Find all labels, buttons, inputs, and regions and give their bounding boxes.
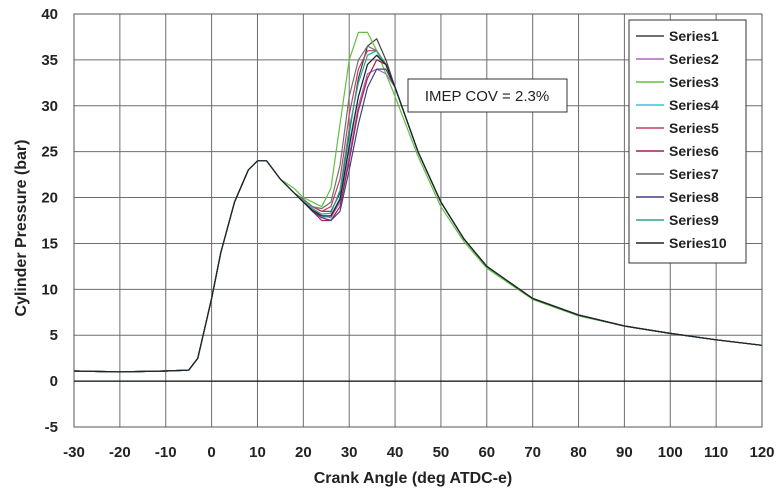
x-tick-label: 0 [207, 444, 215, 461]
y-tick-label: 5 [50, 327, 58, 344]
x-tick-label: 120 [749, 444, 774, 461]
legend-label: Series2 [669, 51, 719, 67]
legend-label: Series7 [669, 166, 719, 182]
legend-frame [628, 19, 747, 264]
series-lines [73, 31, 763, 373]
annotation-box: IMEP COV = 2.3% [407, 78, 568, 113]
x-tick-label: 90 [616, 444, 633, 461]
legend-label: Series9 [669, 212, 719, 228]
x-tick-label: 50 [433, 444, 450, 461]
y-tick-label: 0 [50, 373, 58, 390]
y-tick-label: 25 [41, 144, 58, 161]
plot-area-frame [73, 13, 763, 428]
legend-label: Series6 [669, 143, 719, 159]
y-axis-title: Cylinder Pressure (bar) [13, 140, 30, 317]
x-tick-label: 20 [295, 444, 312, 461]
legend-label: Series3 [669, 74, 719, 90]
x-tick-label: 70 [524, 444, 541, 461]
x-tick-label: 100 [658, 444, 683, 461]
y-tick-label: 15 [41, 235, 58, 252]
y-tick-labels: -5 0 5 10 15 20 25 30 35 40 [41, 6, 58, 436]
legend-label: Series4 [669, 97, 719, 113]
y-tick-label: 10 [41, 281, 58, 298]
x-tick-label: 10 [249, 444, 266, 461]
series-line-series10 [73, 54, 763, 373]
x-tick-label: -10 [155, 444, 177, 461]
legend-label: Series5 [669, 120, 719, 136]
x-tick-label: -20 [109, 444, 131, 461]
y-tick-label: 30 [41, 98, 58, 115]
x-tick-label: 30 [341, 444, 358, 461]
x-axis-title: Crank Angle (deg ATDC-e) [314, 470, 513, 487]
axes [73, 13, 763, 428]
annotation-text: IMEP COV = 2.3% [425, 88, 549, 105]
legend-label: Series10 [669, 235, 727, 251]
legend: Series1 Series2 Series3 Series4 Series5 Serie… [628, 19, 747, 264]
x-tick-labels: -30 -20 -10 0 10 20 30 40 50 60 70 80 90 100 110 120 [63, 444, 774, 461]
x-tick-label: 60 [478, 444, 495, 461]
x-tick-label: 80 [570, 444, 587, 461]
x-tick-label: 110 [704, 444, 728, 461]
y-tick-label: 20 [41, 190, 58, 207]
y-tick-label: -5 [45, 419, 58, 436]
x-tick-label: -30 [63, 444, 85, 461]
x-tick-label: 40 [387, 444, 404, 461]
legend-label: Series1 [669, 28, 719, 44]
y-tick-label: 35 [41, 52, 58, 69]
y-tick-label: 40 [41, 6, 58, 23]
legend-label: Series8 [669, 189, 719, 205]
